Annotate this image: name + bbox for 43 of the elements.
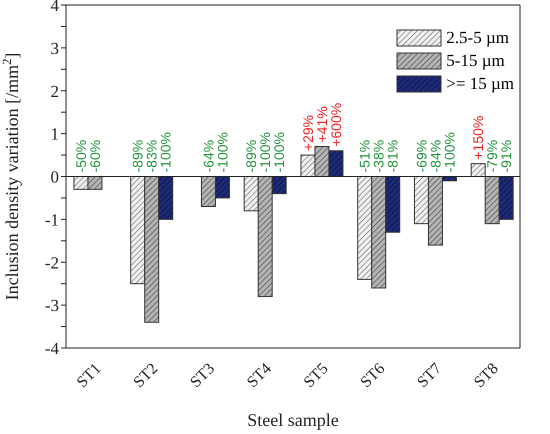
y-tick-label: 2 [50,82,59,101]
x-tick-label: ST2 [130,360,162,392]
x-tick-label: ST8 [470,360,502,392]
annotation: +600% [328,102,344,147]
annotation: +41% [314,106,330,142]
x-tick-label: ST3 [187,360,218,392]
legend-label: 2.5-5 µm [446,28,509,48]
annotation: -69% [413,140,430,172]
annotation: -91% [498,140,514,172]
annotation: -89% [243,140,260,172]
annotation: -60% [86,140,103,172]
legend-label: 5-15 µm [446,50,505,70]
y-tick-label: -2 [44,253,59,272]
annotation: -100% [158,132,174,172]
annotation: -100% [271,132,288,172]
annotation: -79% [484,140,500,172]
annotation: +29% [300,114,316,152]
x-tick-label: ST7 [414,360,446,392]
legend-label: >= 15 µm [446,74,514,94]
x-axis-title: Steel sample [247,410,339,430]
y-tick-label: 4 [50,0,60,16]
annotation: -89% [130,140,146,172]
annotation: -100% [441,132,458,172]
annotation: -51% [356,140,373,172]
annotation: -38% [370,140,387,172]
x-tick-label: ST6 [357,360,388,392]
annotation: -50% [72,140,89,172]
annotation: -84% [427,140,444,172]
y-tick-label: -3 [44,296,59,316]
annotation: +150% [470,116,486,160]
annotation: -100% [257,132,274,172]
x-tick-label: ST1 [74,360,105,392]
x-tick-label: ST5 [300,360,332,392]
annotation: -81% [384,140,401,172]
y-tick-label: 0 [50,168,59,187]
x-tick-label: ST4 [244,360,275,392]
y-tick-label: -1 [44,210,59,230]
annotation: -83% [144,140,160,172]
y-tick-label: -4 [44,339,60,358]
y-tick-label: 1 [50,124,59,144]
y-tick-label: 3 [50,38,59,58]
annotation: -64% [200,140,216,172]
annotation: -100% [214,132,230,172]
